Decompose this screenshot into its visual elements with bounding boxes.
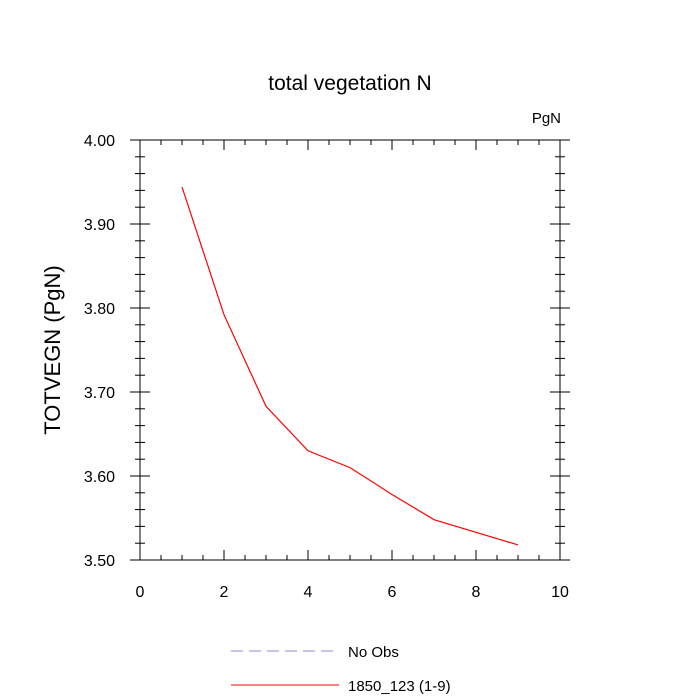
x-tick-label: 2 [220, 584, 229, 601]
y-tick-labels: 3.50 3.60 3.70 3.80 3.90 4.00 [84, 133, 115, 570]
y-tick-label: 3.60 [84, 469, 115, 486]
data-point [475, 531, 477, 533]
legend: No Obs 1850_123 (1-9) [231, 644, 451, 695]
data-point [307, 450, 309, 452]
data-point [391, 493, 393, 495]
x-tick-labels: 0 2 4 6 8 10 [136, 584, 569, 601]
legend-label-no-obs: No Obs [348, 644, 399, 661]
series-points [181, 186, 519, 546]
x-tick-label: 4 [304, 584, 313, 601]
data-point [517, 544, 519, 546]
data-point [223, 314, 225, 316]
x-tick-label: 6 [388, 584, 397, 601]
units-label: PgN [532, 110, 561, 127]
y-tick-label: 3.50 [84, 553, 115, 570]
y-tick-label: 4.00 [84, 133, 115, 150]
data-point [349, 467, 351, 469]
x-tick-label: 10 [551, 584, 569, 601]
chart-title: total vegetation N [268, 72, 431, 95]
y-tick-label: 3.90 [84, 217, 115, 234]
data-point [265, 405, 267, 407]
x-tick-label: 8 [472, 584, 481, 601]
series-line-1850-123 [181, 186, 519, 546]
legend-label-1850-123: 1850_123 (1-9) [348, 678, 451, 695]
y-tick-label: 3.80 [84, 301, 115, 318]
data-point [181, 186, 183, 188]
y-axis-label: TOTVEGN (PgN) [40, 265, 65, 435]
plot-frame [139, 139, 561, 561]
x-tick-label: 0 [136, 584, 145, 601]
y-tick-label: 3.70 [84, 385, 115, 402]
axis-ticks [130, 139, 570, 561]
data-point [433, 519, 435, 521]
